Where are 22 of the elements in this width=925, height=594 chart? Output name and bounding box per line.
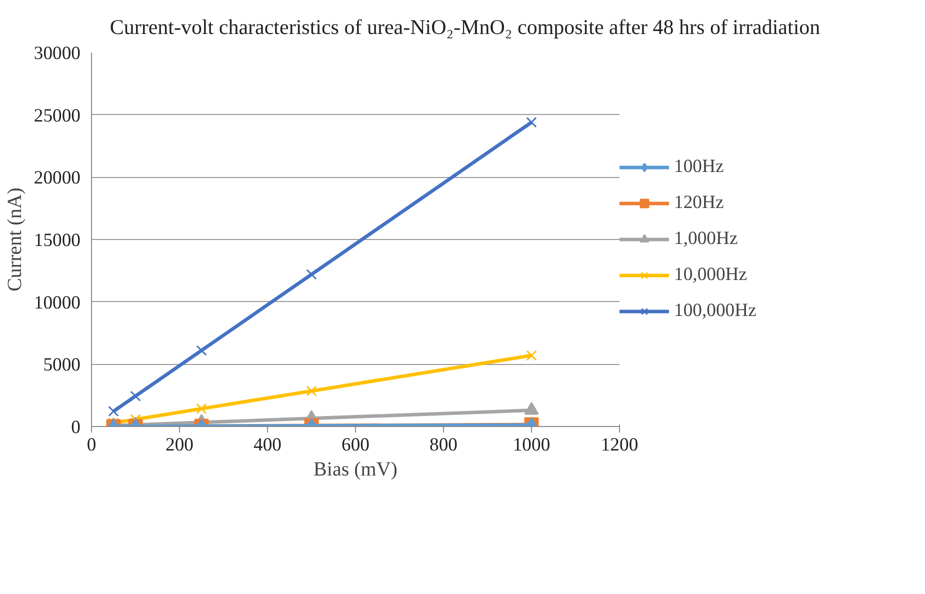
y-tick-label: 20000	[34, 168, 80, 189]
x-tick-label: 600	[342, 434, 370, 456]
y-axis-title: Current (nA)	[4, 188, 26, 292]
legend-label: 100,000Hz	[674, 300, 756, 322]
x-tick-label: 800	[430, 434, 458, 456]
legend-label: 10,000Hz	[674, 264, 748, 286]
x-tick-label: 200	[166, 434, 194, 456]
y-tick-label: 10000	[34, 292, 80, 314]
legend-label: 100Hz	[674, 156, 724, 178]
x-axis-title: Bias (mV)	[314, 458, 398, 481]
y-tick-label: 30000	[34, 43, 80, 64]
y-tick-label: 0	[71, 417, 80, 438]
y-tick-label: 15000	[34, 230, 80, 252]
legend-label: 1,000Hz	[674, 228, 738, 250]
x-tick-label: 0	[86, 434, 96, 456]
x-tick-label: 400	[254, 434, 282, 456]
x-tick-label: 1000	[512, 434, 550, 456]
x-tick-label: 1200	[600, 434, 638, 456]
y-tick-label: 5000	[43, 354, 80, 376]
y-tick-label: 25000	[34, 106, 80, 127]
legend-label: 120Hz	[674, 192, 724, 214]
chart-title: Current-volt characteristics of urea-NiO₂-MnO₂ composite after 48 hrs of irradiation	[110, 14, 820, 40]
